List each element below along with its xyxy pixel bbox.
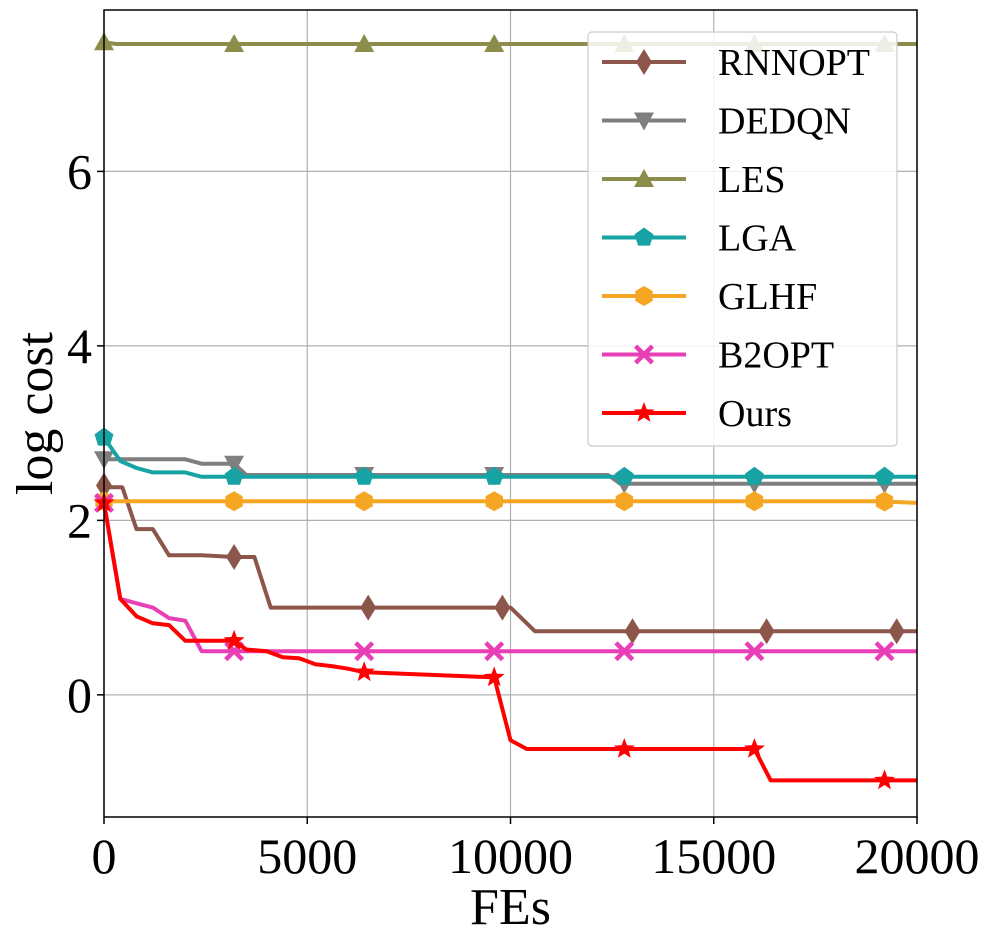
data-point-b2opt — [484, 641, 505, 662]
legend-marker-ours — [633, 402, 655, 422]
data-point-ours — [223, 629, 245, 650]
series-line-ours — [102, 502, 917, 783]
legend-label-lga: LGA — [718, 218, 797, 260]
data-point-lga — [224, 466, 244, 485]
x-tick-label: 15000 — [651, 828, 776, 884]
legend-label-ours: Ours — [718, 393, 792, 435]
data-point-rnnopt — [226, 544, 243, 570]
data-point-lga — [744, 466, 764, 485]
series-line-lga — [102, 436, 917, 479]
series-line-dedqn — [104, 457, 917, 486]
data-point-les — [354, 34, 375, 52]
data-point-rnnopt — [758, 618, 775, 645]
data-point-ours — [613, 738, 635, 758]
legend-marker-rnnopt — [636, 49, 652, 75]
data-point-b2opt — [614, 641, 635, 662]
x-tick-label: 0 — [92, 828, 117, 884]
data-point-glhf — [615, 491, 633, 512]
data-point-b2opt — [744, 641, 765, 662]
x-tick-label: 10000 — [448, 828, 573, 884]
legend-marker-les — [634, 169, 654, 187]
data-point-glhf — [225, 491, 243, 512]
data-point-lga — [484, 466, 504, 485]
data-point-ours — [353, 661, 375, 682]
data-point-lga — [354, 466, 374, 485]
legend-box — [587, 31, 898, 447]
legend-marker-glhf — [635, 286, 653, 306]
data-point-les — [484, 34, 505, 52]
y-tick-label: 0 — [67, 667, 92, 723]
series-rnnopt — [96, 472, 917, 645]
data-point-lga — [614, 466, 634, 485]
x-axis-title: FEs — [470, 879, 551, 936]
x-tick-label: 20000 — [855, 828, 980, 884]
data-point-glhf — [745, 491, 764, 512]
data-point-ours — [483, 666, 505, 687]
data-point-les — [224, 34, 245, 52]
legend-item-les: LES — [602, 159, 786, 201]
data-point-rnnopt — [888, 618, 905, 645]
data-point-ours — [874, 769, 895, 790]
legend-marker-b2opt — [634, 344, 654, 365]
legend-marker-lga — [634, 227, 654, 246]
data-point-rnnopt — [624, 618, 641, 645]
y-axis-title: log cost — [7, 331, 64, 495]
x-axis-ticks: 0 5000 10000 15000 20000 — [92, 817, 980, 884]
data-point-glhf — [355, 491, 373, 512]
data-point-lga — [875, 466, 894, 485]
legend-item-lga: LGA — [602, 218, 797, 260]
y-tick-label: 2 — [67, 492, 92, 548]
legend-label-dedqn: DEDQN — [718, 101, 851, 143]
data-point-rnnopt — [360, 594, 377, 621]
x-tick-label: 5000 — [257, 828, 357, 884]
legend-item-ours: Ours — [602, 393, 792, 435]
legend-item-rnnopt: RNNOPT — [602, 42, 870, 84]
series-line-rnnopt — [103, 483, 917, 634]
data-point-glhf — [485, 491, 503, 512]
data-point-b2opt — [354, 641, 375, 662]
legend-label-b2opt: B2OPT — [718, 335, 834, 377]
data-point-b2opt — [874, 641, 895, 662]
data-point-rnnopt — [494, 594, 511, 621]
data-point-dedqn — [224, 455, 245, 474]
series-ours — [93, 491, 917, 790]
data-point-glhf — [875, 491, 894, 512]
series-b2opt — [94, 492, 917, 662]
series-dedqn — [94, 451, 917, 494]
legend-item-dedqn: DEDQN — [602, 101, 851, 143]
legend-label-rnnopt: RNNOPT — [718, 42, 870, 84]
y-tick-label: 6 — [67, 143, 92, 199]
series-glhf — [95, 491, 918, 512]
data-point-ours — [743, 738, 765, 758]
legend-item-glhf: GLHF — [602, 276, 817, 318]
legend-marker-dedqn — [634, 112, 654, 131]
legend: RNNOPT DEDQN LES LGA GLHF B2OPT Ours — [587, 31, 898, 447]
y-axis-ticks: 0 2 4 6 — [67, 143, 104, 723]
legend-label-glhf: GLHF — [718, 276, 817, 318]
y-tick-label: 4 — [67, 318, 92, 374]
legend-item-b2opt: B2OPT — [602, 335, 834, 377]
legend-label-les: LES — [718, 159, 786, 201]
